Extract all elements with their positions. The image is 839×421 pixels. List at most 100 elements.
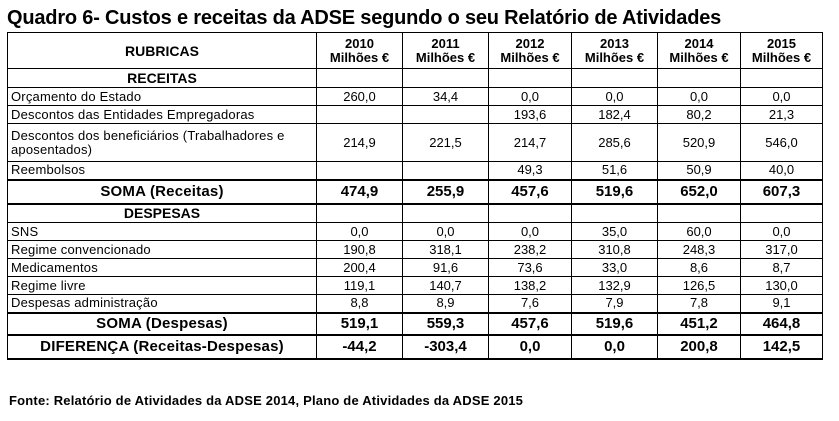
unit-label: Milhões € — [751, 49, 812, 65]
section-row-receitas: RECEITAS — [7, 68, 823, 88]
source-note: Fonte: Relatório de Atividades da ADSE 2… — [9, 393, 524, 408]
blank-cell — [402, 68, 489, 88]
unit-label: Milhões € — [329, 49, 390, 65]
row-label: Reembolsos — [7, 161, 317, 180]
sum-value: 559,3 — [402, 311, 489, 336]
difference-value: -44,2 — [316, 333, 403, 360]
section-title-despesas: DESPESAS — [7, 203, 317, 223]
header-rubricas: RUBRICAS — [7, 32, 317, 69]
table-row: Reembolsos 49,3 51,6 50,9 40,0 — [7, 161, 823, 180]
value-cell: 193,6 — [488, 105, 572, 124]
blank-cell — [488, 203, 572, 223]
value-cell: 214,7 — [488, 123, 572, 162]
value-cell: 310,8 — [571, 240, 658, 259]
unit-label: Milhões € — [415, 49, 476, 65]
blank-cell — [488, 68, 572, 88]
difference-value: -303,4 — [402, 333, 489, 360]
unit-label: Milhões € — [584, 49, 645, 65]
value-cell: 50,9 — [657, 161, 741, 180]
page-title: Quadro 6- Custos e receitas da ADSE segu… — [7, 7, 722, 29]
sum-value: 464,8 — [740, 311, 823, 336]
header-year-2013: 2013 Milhões € — [571, 32, 658, 69]
row-label: Medicamentos — [7, 258, 317, 277]
value-cell: 21,3 — [740, 105, 823, 124]
value-cell: 0,0 — [488, 87, 572, 106]
sum-value: 451,2 — [657, 311, 741, 336]
value-cell: 214,9 — [316, 123, 403, 162]
value-cell — [402, 105, 489, 124]
header-year-2012: 2012 Milhões € — [488, 32, 572, 69]
value-cell: 8,9 — [402, 294, 489, 313]
header-year-2014: 2014 Milhões € — [657, 32, 741, 69]
value-cell: 8,6 — [657, 258, 741, 277]
year-label: 2010 — [345, 35, 374, 51]
value-cell — [402, 161, 489, 180]
year-label: 2015 — [767, 35, 796, 51]
unit-label: Milhões € — [669, 49, 729, 65]
value-cell: 520,9 — [657, 123, 741, 162]
sum-label: SOMA (Despesas) — [7, 311, 317, 336]
value-cell: 0,0 — [488, 222, 572, 241]
row-label: Descontos dos beneficiários (Trabalhador… — [7, 123, 317, 162]
row-label: SNS — [7, 222, 317, 241]
value-cell: 248,3 — [657, 240, 741, 259]
row-label: Descontos das Entidades Empregadoras — [7, 105, 317, 124]
sum-value: 457,6 — [488, 311, 572, 336]
table-row: SNS 0,0 0,0 0,0 35,0 60,0 0,0 — [7, 222, 823, 241]
value-cell: 182,4 — [571, 105, 658, 124]
blank-cell — [740, 68, 823, 88]
blank-cell — [571, 203, 658, 223]
value-cell: 8,8 — [316, 294, 403, 313]
table-row: Regime livre 119,1 140,7 138,2 132,9 126… — [7, 276, 823, 295]
difference-row: DIFERENÇA (Receitas-Despesas) -44,2 -303… — [7, 333, 823, 360]
value-cell: 0,0 — [571, 87, 658, 106]
value-cell: 0,0 — [316, 222, 403, 241]
header-row: RUBRICAS 2010 Milhões € 2011 Milhões € 201… — [7, 32, 823, 69]
value-cell: 51,6 — [571, 161, 658, 180]
table-row: Despesas administração 8,8 8,9 7,6 7,9 7… — [7, 294, 823, 313]
row-label: Regime convencionado — [7, 240, 317, 259]
value-cell: 60,0 — [657, 222, 741, 241]
value-cell: 7,8 — [657, 294, 741, 313]
sum-value: 519,6 — [571, 178, 658, 205]
row-label: Regime livre — [7, 276, 317, 295]
value-cell: 80,2 — [657, 105, 741, 124]
value-cell: 140,7 — [402, 276, 489, 295]
blank-cell — [740, 203, 823, 223]
value-cell: 119,1 — [316, 276, 403, 295]
table-row: Descontos das Entidades Empregadoras 193… — [7, 105, 823, 124]
value-cell: 0,0 — [402, 222, 489, 241]
sum-label: SOMA (Receitas) — [7, 178, 317, 205]
value-cell: 34,4 — [402, 87, 489, 106]
blank-cell — [657, 203, 741, 223]
value-cell: 9,1 — [740, 294, 823, 313]
value-cell: 73,6 — [488, 258, 572, 277]
difference-value: 0,0 — [571, 333, 658, 360]
table-row: Descontos dos beneficiários (Trabalhador… — [7, 123, 823, 162]
blank-cell — [402, 203, 489, 223]
value-cell: 138,2 — [488, 276, 572, 295]
value-cell: 190,8 — [316, 240, 403, 259]
table-row: Regime convencionado 190,8 318,1 238,2 3… — [7, 240, 823, 259]
value-cell: 285,6 — [571, 123, 658, 162]
difference-value: 0,0 — [488, 333, 572, 360]
value-cell: 546,0 — [740, 123, 823, 162]
value-cell: 130,0 — [740, 276, 823, 295]
value-cell — [316, 161, 403, 180]
sum-value: 652,0 — [657, 178, 741, 205]
blank-cell — [316, 68, 403, 88]
year-label: 2011 — [431, 35, 460, 51]
sum-row-receitas: SOMA (Receitas) 474,9 255,9 457,6 519,6 … — [7, 178, 823, 205]
value-cell: 317,0 — [740, 240, 823, 259]
value-cell: 40,0 — [740, 161, 823, 180]
sum-row-despesas: SOMA (Despesas) 519,1 559,3 457,6 519,6 … — [7, 311, 823, 336]
value-cell: 132,9 — [571, 276, 658, 295]
value-cell: 238,2 — [488, 240, 572, 259]
table-row: Medicamentos 200,4 91,6 73,6 33,0 8,6 8,… — [7, 258, 823, 277]
section-title-receitas: RECEITAS — [7, 68, 317, 88]
value-cell: 91,6 — [402, 258, 489, 277]
difference-value: 200,8 — [657, 333, 741, 360]
value-cell: 7,9 — [571, 294, 658, 313]
costs-revenues-table: RUBRICAS 2010 Milhões € 2011 Milhões € 201… — [7, 32, 823, 360]
year-label: 2012 — [515, 35, 545, 51]
